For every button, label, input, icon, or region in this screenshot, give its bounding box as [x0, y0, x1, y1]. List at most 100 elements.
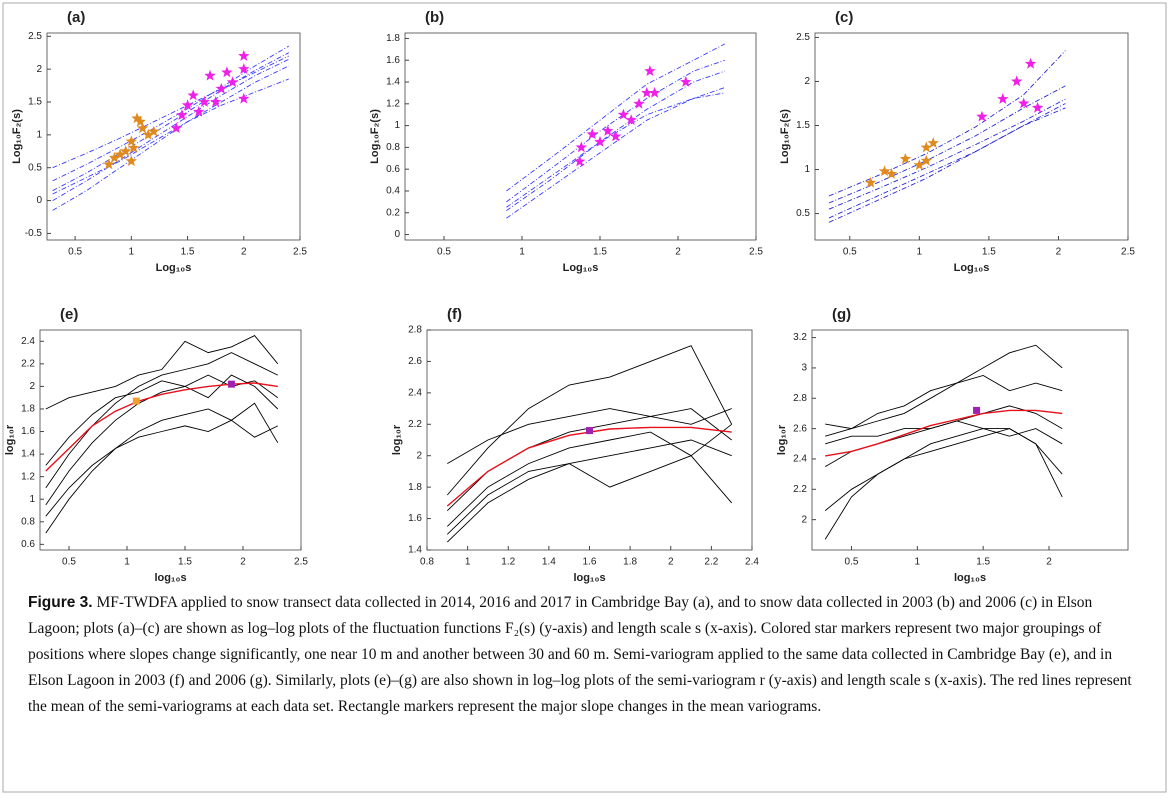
series-line	[447, 408, 732, 464]
x-tick-label: 0.5	[62, 557, 76, 568]
series-line	[52, 45, 290, 182]
series-line	[828, 107, 1066, 223]
series-line	[52, 65, 289, 211]
y-tick-label: -0.5	[25, 228, 43, 239]
star-marker	[617, 108, 630, 120]
y-tick-label: 1.4	[408, 545, 422, 556]
series-line	[446, 439, 732, 543]
x-axis-label: log₁₀s	[154, 572, 186, 584]
star-marker	[193, 105, 205, 117]
series-line	[45, 374, 279, 506]
series-line	[446, 345, 733, 496]
y-tick-label: 0.6	[386, 164, 400, 175]
star-marker	[226, 76, 239, 88]
series-line	[828, 98, 1066, 210]
star-marker	[648, 86, 661, 98]
x-tick-label: 2	[668, 557, 674, 568]
plot-area	[46, 32, 301, 241]
x-tick-label: 0.8	[420, 557, 434, 568]
x-tick-label: 2	[675, 247, 681, 258]
plot-area	[426, 329, 753, 551]
series-line	[52, 55, 289, 169]
y-tick-label: 2.2	[408, 419, 422, 430]
star-marker	[644, 65, 656, 76]
x-tick-label: 2.5	[1121, 247, 1135, 258]
panel-title: (b)	[425, 9, 444, 26]
star-marker	[920, 141, 932, 153]
y-tick-label: 2	[801, 514, 807, 525]
x-tick-label: 2	[241, 247, 247, 258]
y-tick-label: 1.4	[21, 449, 35, 460]
star-marker	[633, 97, 645, 109]
series-line	[506, 92, 725, 208]
star-marker	[609, 130, 622, 142]
panel-title: (e)	[60, 306, 78, 323]
star-marker	[1024, 57, 1037, 69]
y-tick-label: 2	[804, 76, 810, 87]
y-tick-label: 3.2	[793, 332, 807, 343]
star-marker	[238, 92, 250, 104]
plot-area	[39, 329, 302, 551]
series-line	[825, 420, 1063, 445]
x-tick-label: 0.5	[68, 247, 82, 258]
x-tick-label: 1.5	[976, 557, 990, 568]
x-axis-label: Log₁₀s	[954, 262, 990, 274]
x-tick-label: 1	[519, 247, 525, 258]
star-marker	[594, 135, 606, 147]
y-tick-label: 1	[394, 120, 400, 131]
star-marker	[131, 112, 143, 124]
series-line	[828, 103, 1066, 219]
y-tick-label: 2.6	[793, 423, 807, 434]
y-tick-label: 0	[394, 229, 400, 240]
star-marker	[602, 125, 614, 136]
x-tick-label: 1.5	[982, 247, 996, 258]
plot-area	[404, 32, 757, 241]
x-tick-label: 1.5	[593, 247, 607, 258]
star-marker	[127, 142, 140, 153]
y-tick-label: 2.4	[793, 454, 807, 465]
series-line	[506, 70, 725, 211]
x-tick-label: 1.5	[181, 247, 195, 258]
star-marker	[134, 115, 146, 127]
star-marker	[1018, 97, 1030, 109]
star-marker	[976, 110, 988, 122]
star-marker	[920, 154, 932, 166]
series-line	[506, 59, 725, 203]
y-axis-label: log₁₀r	[4, 424, 16, 455]
x-tick-label: 0.5	[843, 247, 857, 258]
y-tick-label: 0.6	[21, 539, 35, 550]
star-marker	[210, 96, 222, 107]
square-marker	[132, 397, 140, 405]
square-marker	[227, 380, 235, 388]
y-tick-label: 0	[36, 195, 42, 206]
star-marker	[103, 158, 115, 170]
x-tick-label: 2.4	[745, 557, 759, 568]
x-tick-label: 1.4	[542, 557, 556, 568]
star-marker	[215, 82, 227, 94]
caption-text: MF-TWDFA applied to snow transect data c…	[28, 594, 1132, 715]
series-line	[825, 375, 1063, 430]
y-tick-label: 1.4	[386, 77, 400, 88]
panel-title: (g)	[832, 306, 851, 323]
y-tick-label: 2.2	[793, 484, 807, 495]
y-tick-label: 0.4	[386, 186, 400, 197]
star-marker	[120, 145, 132, 157]
x-tick-label: 2.2	[704, 557, 718, 568]
star-marker	[574, 155, 586, 167]
x-axis-label: log₁₀s	[954, 572, 986, 584]
star-marker	[927, 137, 939, 148]
x-axis-label: Log₁₀s	[156, 262, 192, 274]
star-marker	[238, 63, 250, 74]
y-tick-label: 1	[29, 494, 35, 505]
x-tick-label: 2	[1046, 557, 1052, 568]
star-marker	[913, 159, 925, 170]
series-line	[825, 409, 1063, 457]
y-axis-label: Log₁₀F₂(s)	[779, 109, 791, 164]
star-marker	[899, 153, 912, 164]
star-marker	[238, 50, 250, 61]
star-marker	[997, 93, 1009, 104]
x-tick-label: 1	[917, 247, 923, 258]
star-marker	[176, 109, 188, 120]
x-tick-label: 1	[124, 557, 130, 568]
star-marker	[204, 69, 216, 81]
